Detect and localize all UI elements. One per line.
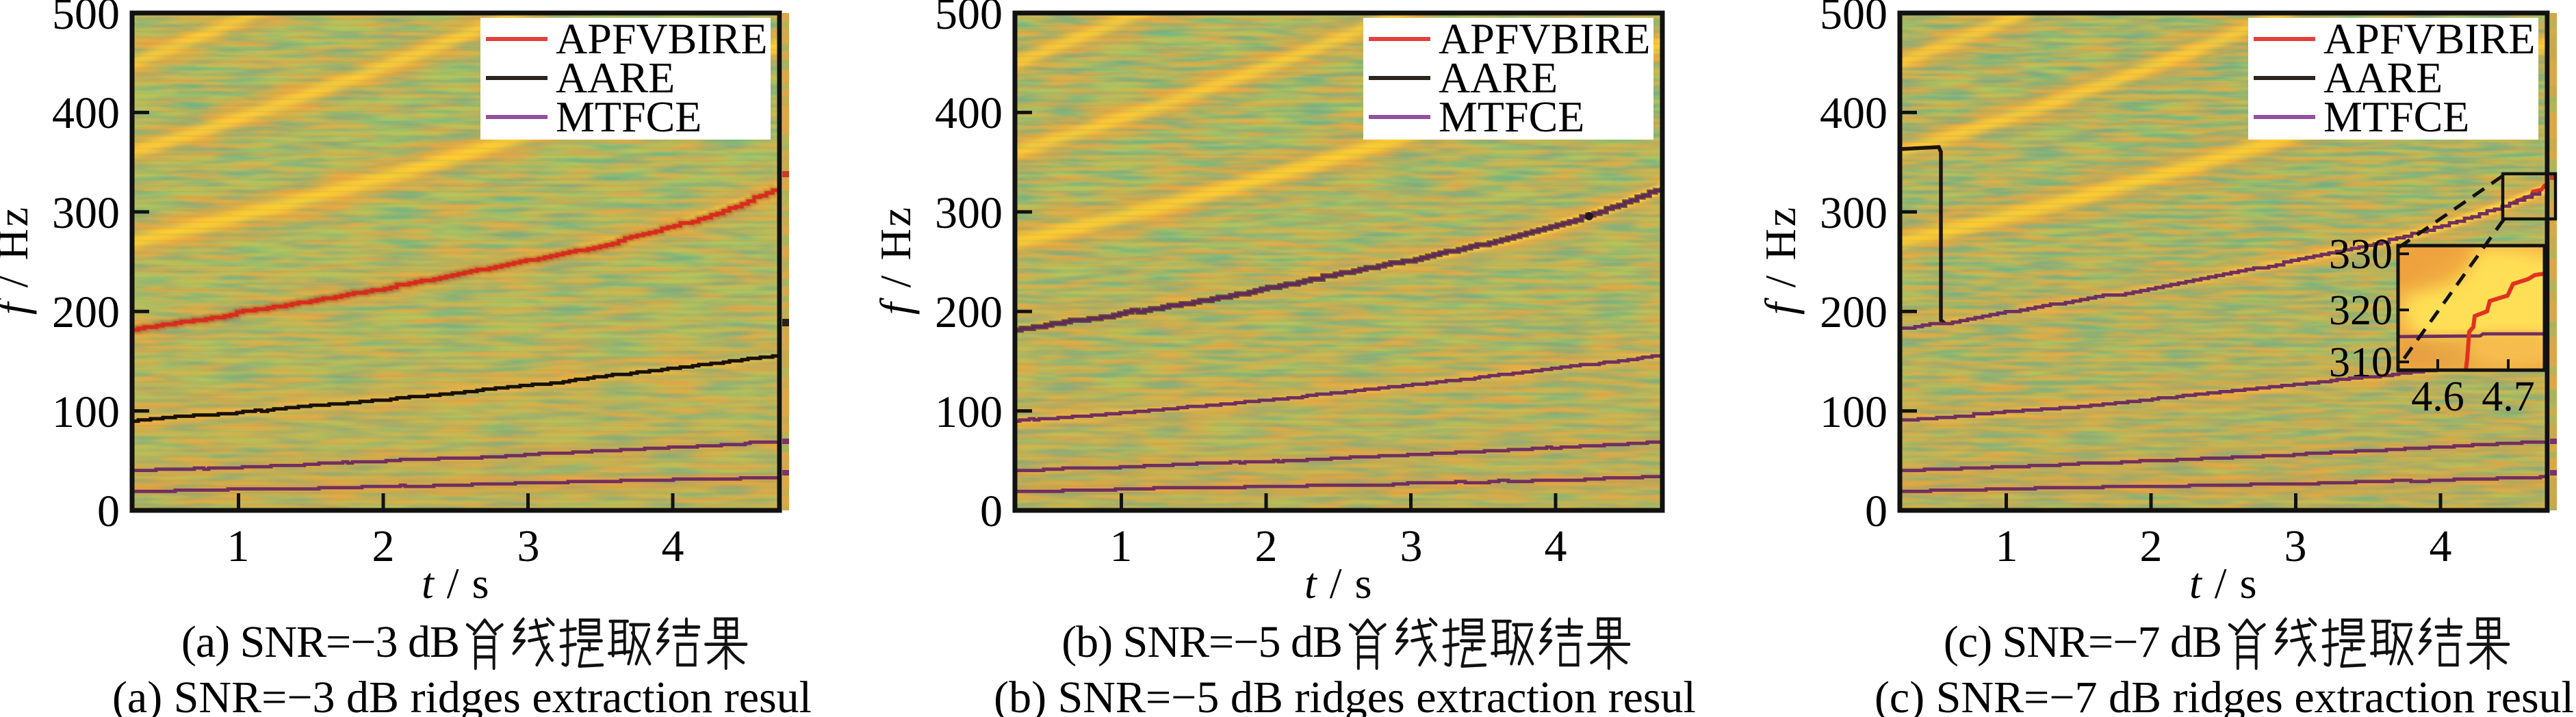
svg-text:100: 100 [935, 387, 1003, 437]
svg-text:4: 4 [2430, 521, 2452, 571]
svg-text:(a) SNR=−3 dB: (a) SNR=−3 dB [181, 617, 459, 667]
svg-text:200: 200 [935, 287, 1003, 337]
svg-text:3: 3 [2284, 521, 2307, 571]
svg-text:3: 3 [1400, 521, 1423, 571]
svg-text:2: 2 [372, 521, 395, 571]
svg-text:500: 500 [1820, 0, 1888, 39]
svg-text:400: 400 [935, 88, 1003, 138]
svg-text:APFVBIRE: APFVBIRE [556, 14, 767, 63]
svg-text:4.7: 4.7 [2482, 374, 2535, 420]
svg-text:320: 320 [2329, 287, 2393, 334]
svg-text:4.6: 4.6 [2411, 374, 2464, 420]
svg-text:(c) SNR=−7 dB: (c) SNR=−7 dB [1944, 617, 2221, 667]
svg-text:AARE: AARE [556, 53, 675, 102]
svg-text:200: 200 [52, 287, 120, 337]
svg-text:500: 500 [52, 0, 120, 39]
svg-text:0: 0 [97, 486, 120, 536]
svg-text:400: 400 [1820, 88, 1888, 138]
svg-text:330: 330 [2329, 231, 2393, 278]
svg-text:300: 300 [1820, 188, 1888, 238]
svg-text:MTFCE: MTFCE [556, 92, 701, 141]
svg-text:310: 310 [2329, 339, 2393, 386]
svg-text:f / Hz: f / Hz [1756, 205, 1805, 315]
svg-text:1: 1 [227, 521, 250, 571]
svg-text:AARE: AARE [1439, 53, 1558, 102]
svg-text:(a) SNR=−3 dB ridges extracti: (a) SNR=−3 dB ridges extraction resul [112, 673, 812, 717]
svg-text:(b) SNR=−5 dB ridges extracti: (b) SNR=−5 dB ridges extraction resul [994, 673, 1696, 717]
svg-text:2: 2 [2140, 521, 2163, 571]
svg-text:f / Hz: f / Hz [0, 205, 37, 315]
svg-text:500: 500 [935, 0, 1003, 39]
svg-text:1: 1 [1996, 521, 2018, 571]
svg-text:(c) SNR=−7 dB ridges extracti: (c) SNR=−7 dB ridges extraction resul [1875, 673, 2574, 717]
svg-text:APFVBIRE: APFVBIRE [2323, 14, 2535, 63]
svg-text:MTFCE: MTFCE [1439, 92, 1584, 141]
svg-text:1: 1 [1110, 521, 1133, 571]
svg-text:t / s: t / s [422, 559, 490, 608]
svg-text:t / s: t / s [2189, 559, 2258, 608]
svg-text:300: 300 [935, 188, 1003, 238]
svg-text:AARE: AARE [2323, 53, 2443, 102]
svg-text:4: 4 [1545, 521, 1567, 571]
svg-text:MTFCE: MTFCE [2323, 92, 2469, 141]
svg-text:300: 300 [52, 188, 120, 238]
svg-text:400: 400 [52, 88, 120, 138]
svg-text:100: 100 [52, 387, 120, 437]
svg-text:0: 0 [1865, 486, 1888, 536]
svg-text:APFVBIRE: APFVBIRE [1439, 14, 1650, 63]
svg-text:0: 0 [980, 486, 1003, 536]
svg-text:3: 3 [517, 521, 540, 571]
svg-text:200: 200 [1820, 287, 1888, 337]
svg-text:2: 2 [1255, 521, 1278, 571]
svg-text:t / s: t / s [1304, 559, 1373, 608]
svg-text:(b) SNR=−5 dB: (b) SNR=−5 dB [1061, 617, 1342, 667]
svg-text:4: 4 [662, 521, 684, 571]
svg-text:100: 100 [1820, 387, 1888, 437]
svg-text:f / Hz: f / Hz [871, 205, 920, 315]
